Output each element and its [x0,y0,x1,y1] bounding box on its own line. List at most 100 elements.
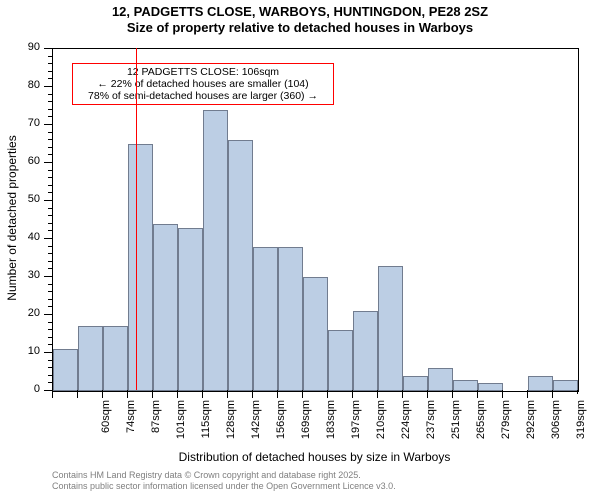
marker-line [136,48,137,390]
y-tick [44,200,52,201]
x-minor-tick [577,390,578,394]
y-minor-tick [48,139,52,140]
x-tick-label: 237sqm [425,400,437,450]
histogram-bar [553,380,578,391]
y-tick-label: 20 [16,307,40,319]
y-tick-label: 10 [16,345,40,357]
annotation-line-2: ← 22% of detached houses are smaller (10… [79,78,327,90]
x-tick-label: 292sqm [525,400,537,450]
histogram-bar [528,376,553,391]
y-minor-tick [48,116,52,117]
x-tick [402,390,403,398]
footer-line-2: Contains public sector information licen… [52,481,396,491]
y-tick-label: 60 [16,155,40,167]
y-minor-tick [48,367,52,368]
x-axis-label: Distribution of detached houses by size … [52,450,577,464]
y-minor-tick [48,109,52,110]
y-minor-tick [48,306,52,307]
y-minor-tick [48,132,52,133]
histogram-bar [53,349,78,391]
y-tick [44,124,52,125]
histogram-bar [78,326,103,391]
y-minor-tick [48,329,52,330]
y-minor-tick [48,63,52,64]
histogram-bar [403,376,428,391]
x-tick-label: 115sqm [200,400,212,450]
x-tick-label: 210sqm [375,400,387,450]
y-tick [44,162,52,163]
y-tick-label: 30 [16,269,40,281]
y-minor-tick [48,360,52,361]
histogram-bar [428,368,453,391]
title-line-2: Size of property relative to detached ho… [127,20,473,35]
x-tick [127,390,128,398]
histogram-bar [253,247,278,391]
x-tick [77,390,78,398]
x-tick [377,390,378,398]
y-minor-tick [48,71,52,72]
y-tick-label: 90 [16,41,40,53]
x-tick-label: 224sqm [400,400,412,450]
histogram-bar [178,228,203,391]
y-minor-tick [48,230,52,231]
x-tick-label: 319sqm [575,400,587,450]
histogram-bar [378,266,403,391]
y-tick-label: 80 [16,79,40,91]
y-minor-tick [48,147,52,148]
y-minor-tick [48,94,52,95]
chart-title: 12, PADGETTS CLOSE, WARBOYS, HUNTINGDON,… [0,4,600,35]
x-tick-label: 306sqm [550,400,562,450]
histogram-bar [353,311,378,391]
y-minor-tick [48,299,52,300]
histogram-bar [103,326,128,391]
histogram-bar [303,277,328,391]
annotation-line-1: 12 PADGETTS CLOSE: 106sqm [79,66,327,78]
y-tick [44,390,52,391]
histogram-bar [203,110,228,391]
y-minor-tick [48,78,52,79]
x-tick [352,390,353,398]
y-minor-tick [48,337,52,338]
x-tick [177,390,178,398]
histogram-bar [153,224,178,391]
y-minor-tick [48,375,52,376]
x-tick [552,390,553,398]
x-tick-label: 101sqm [175,400,187,450]
x-tick-label: 197sqm [350,400,362,450]
histogram-bar [128,144,153,391]
y-minor-tick [48,154,52,155]
y-minor-tick [48,177,52,178]
annotation-line-3: 78% of semi-detached houses are larger (… [79,90,327,102]
y-tick-label: 40 [16,231,40,243]
x-tick-label: 251sqm [450,400,462,450]
y-minor-tick [48,56,52,57]
y-minor-tick [48,322,52,323]
x-tick-label: 60sqm [100,400,112,450]
y-minor-tick [48,223,52,224]
y-tick-label: 50 [16,193,40,205]
y-minor-tick [48,291,52,292]
y-minor-tick [48,284,52,285]
x-tick-label: 279sqm [500,400,512,450]
y-tick [44,238,52,239]
histogram-bar [478,383,503,391]
y-minor-tick [48,261,52,262]
x-tick-label: 74sqm [125,400,137,450]
x-tick [252,390,253,398]
histogram-bar [453,380,478,391]
histogram-bar [228,140,253,391]
y-minor-tick [48,101,52,102]
y-minor-tick [48,192,52,193]
histogram-bar [328,330,353,391]
x-tick [52,390,53,398]
x-tick [302,390,303,398]
title-line-1: 12, PADGETTS CLOSE, WARBOYS, HUNTINGDON,… [112,4,488,19]
y-tick-label: 70 [16,117,40,129]
x-tick [277,390,278,398]
y-minor-tick [48,185,52,186]
x-tick-label: 183sqm [325,400,337,450]
y-minor-tick [48,268,52,269]
x-tick [152,390,153,398]
x-tick [327,390,328,398]
x-tick-label: 156sqm [275,400,287,450]
